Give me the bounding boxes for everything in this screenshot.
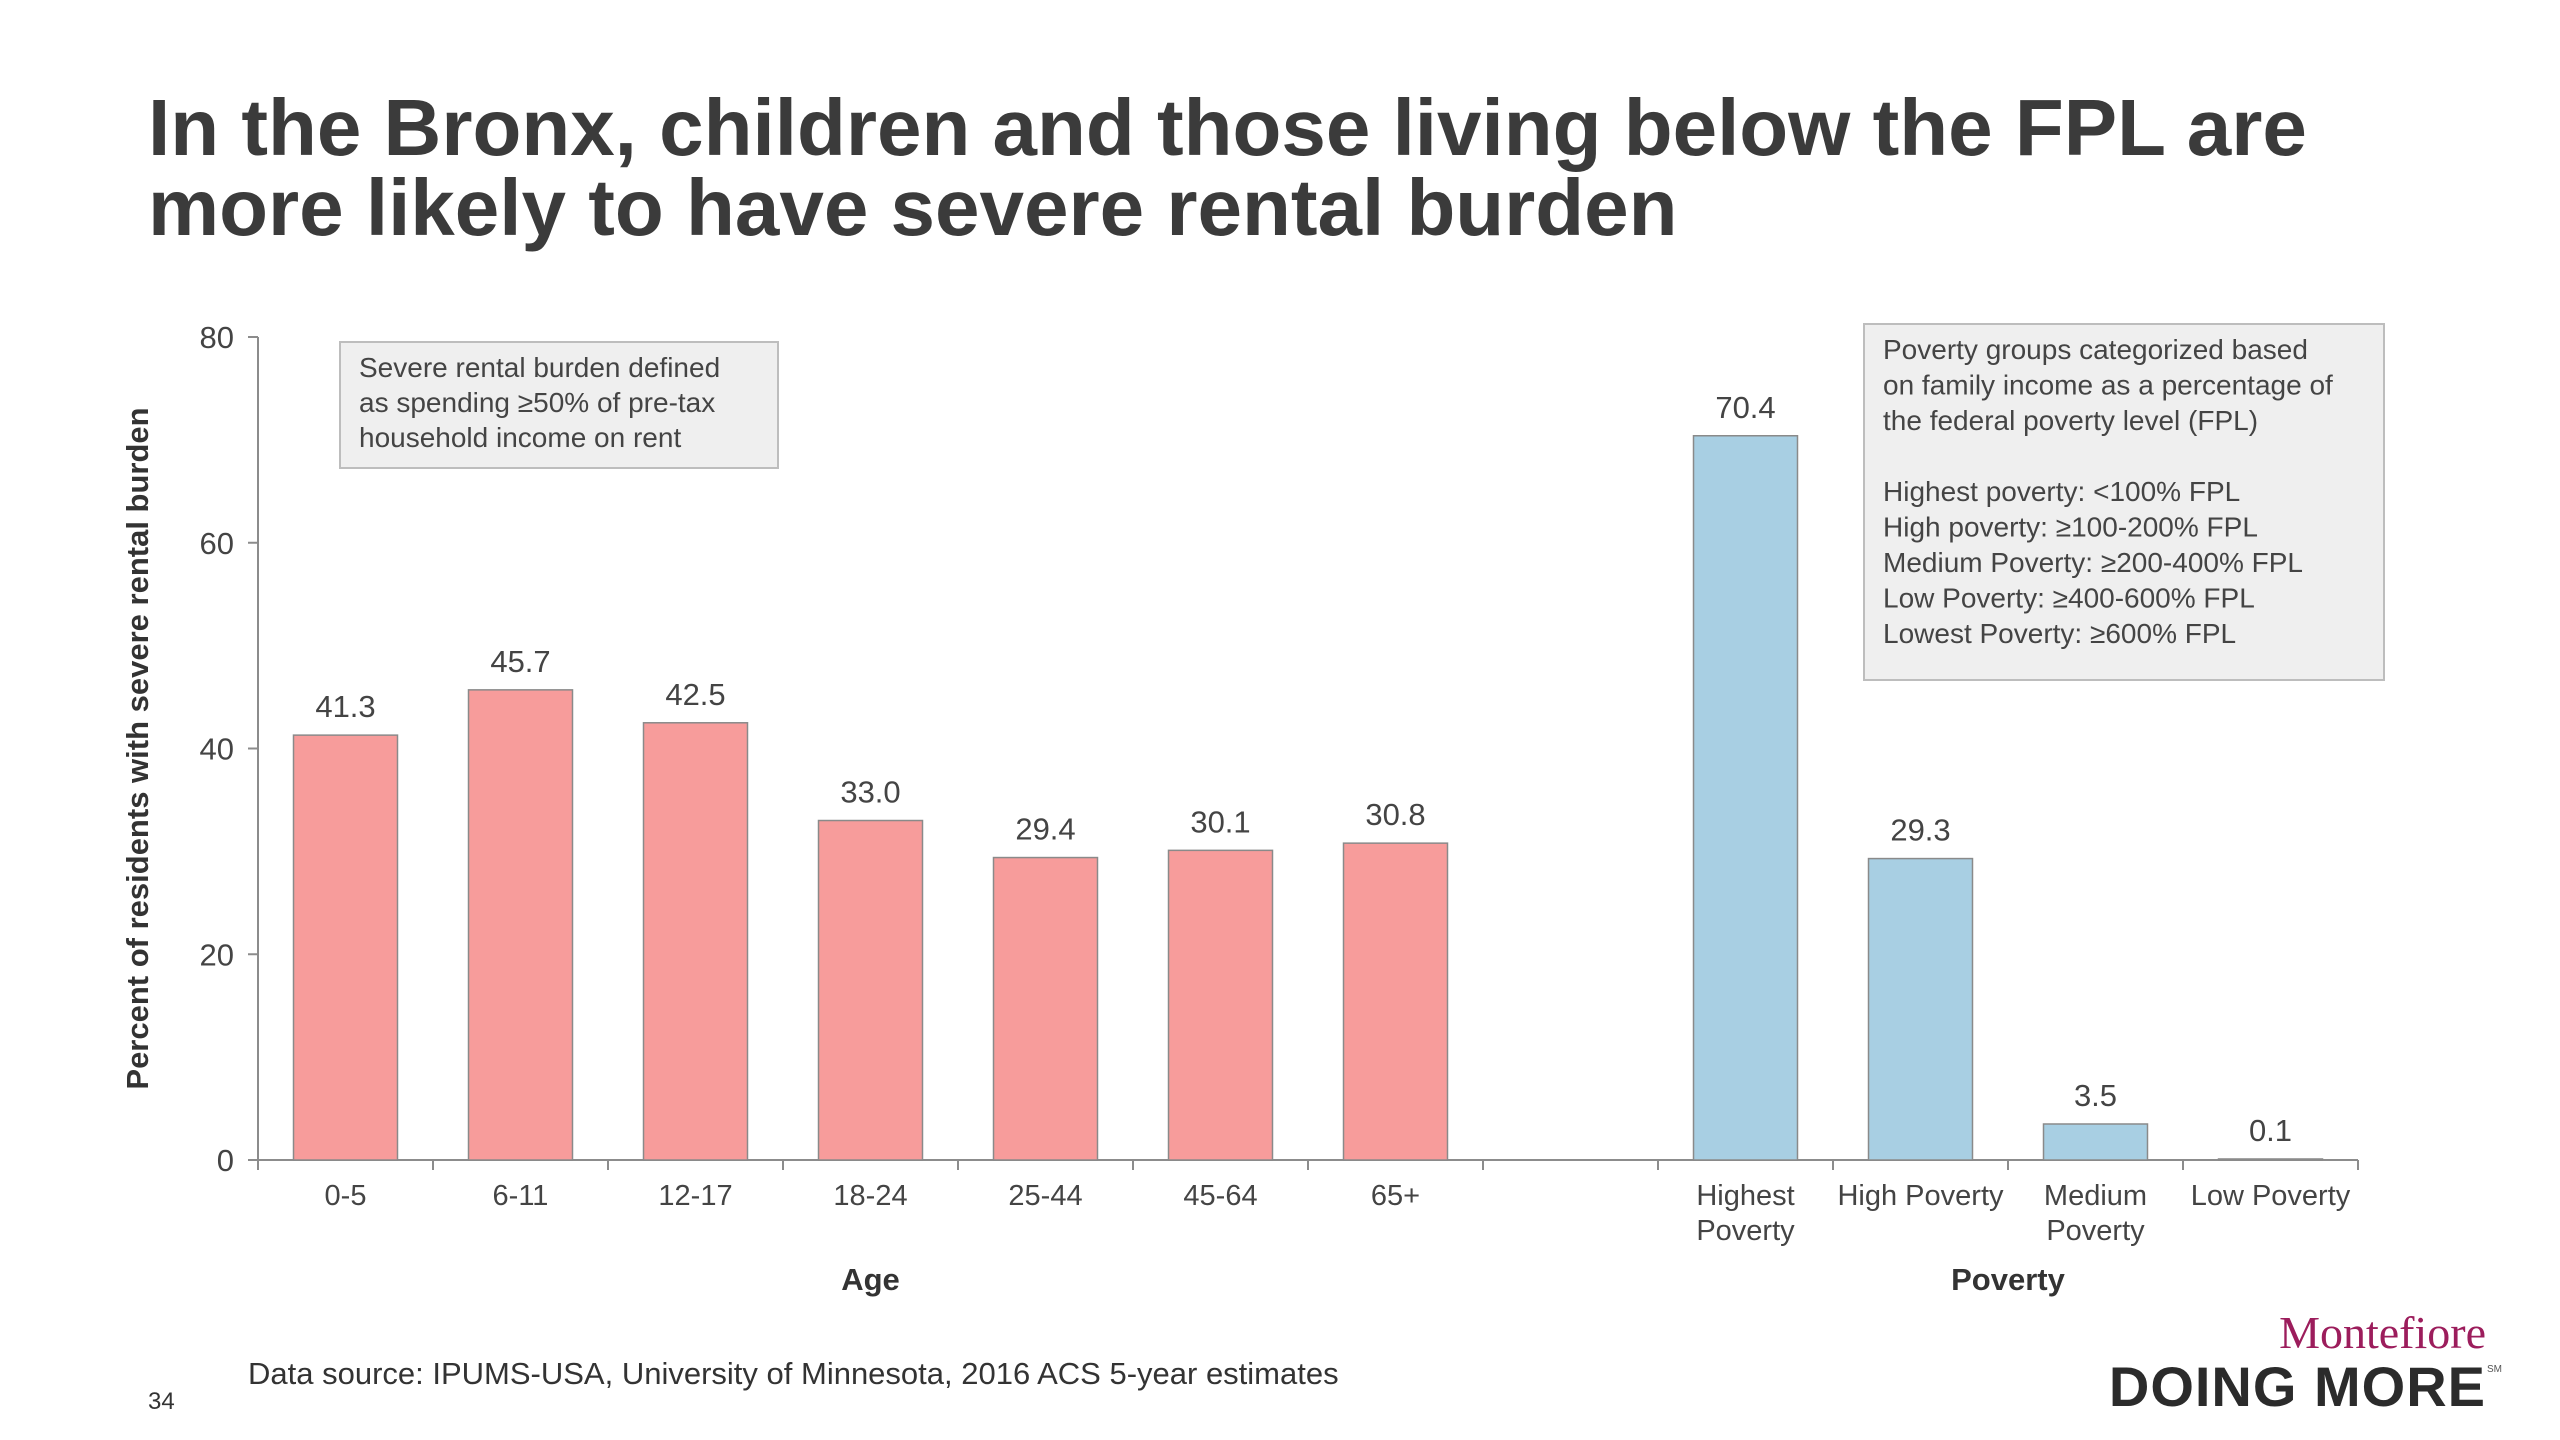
note-text-line: household income on rent bbox=[359, 422, 681, 453]
definition-note-box bbox=[339, 341, 779, 469]
slide-title-line-2: more likely to have severe rental burden bbox=[148, 163, 1678, 252]
bar bbox=[2217, 1158, 2324, 1161]
bar-data-label: 30.8 bbox=[1365, 797, 1425, 832]
x-tick-label: 65+ bbox=[1371, 1180, 1420, 1212]
bar-data-label: 42.5 bbox=[665, 677, 725, 712]
logo-service-mark: SM bbox=[2487, 1364, 2502, 1375]
poverty-groups-note-box bbox=[1863, 323, 2385, 681]
group-axis-title: Age bbox=[841, 1262, 900, 1297]
note-text-line: Lowest Poverty: ≥600% FPL bbox=[1883, 618, 2236, 649]
x-tick-label: 0-5 bbox=[325, 1180, 367, 1212]
x-tick-label: Medium bbox=[2044, 1180, 2147, 1212]
bar bbox=[1692, 435, 1799, 1161]
note-text-line: Poverty groups categorized based bbox=[1883, 334, 2308, 365]
x-tick-label: Poverty bbox=[2046, 1215, 2145, 1247]
y-tick-label: 0 bbox=[217, 1143, 234, 1178]
bar-data-label: 0.1 bbox=[2249, 1113, 2292, 1148]
bar bbox=[1342, 842, 1449, 1161]
x-tick-label: 12-17 bbox=[658, 1180, 732, 1212]
note-text-line: the federal poverty level (FPL) bbox=[1883, 405, 2258, 436]
bar bbox=[992, 856, 1099, 1161]
bar bbox=[1867, 857, 1974, 1161]
bar-data-label: 3.5 bbox=[2074, 1078, 2117, 1113]
y-axis-title: Percent of residents with severe rental … bbox=[120, 407, 155, 1089]
logo-tagline: DOING MORE bbox=[2108, 1355, 2486, 1418]
bar bbox=[467, 689, 574, 1161]
x-tick-label: Poverty bbox=[1696, 1215, 1795, 1247]
x-tick-label: 45-64 bbox=[1183, 1180, 1257, 1212]
bar bbox=[292, 734, 399, 1161]
bar-data-label: 29.4 bbox=[1015, 812, 1075, 847]
logo-wordmark: Montefiore bbox=[2279, 1307, 2486, 1358]
bar-data-label: 70.4 bbox=[1715, 390, 1775, 425]
y-tick-label: 80 bbox=[200, 320, 234, 355]
x-tick-label: Low Poverty bbox=[2191, 1180, 2351, 1212]
note-text-line: Severe rental burden defined bbox=[359, 352, 720, 383]
note-text-line: Medium Poverty: ≥200-400% FPL bbox=[1883, 547, 2303, 578]
bar-data-label: 33.0 bbox=[840, 775, 900, 810]
bar-data-label: 45.7 bbox=[490, 644, 550, 679]
page-number: 34 bbox=[148, 1388, 175, 1415]
bar bbox=[1167, 849, 1274, 1161]
data-source-note: Data source: IPUMS-USA, University of Mi… bbox=[248, 1356, 1339, 1391]
y-tick-label: 40 bbox=[200, 732, 234, 767]
bar-data-label: 29.3 bbox=[1890, 813, 1950, 848]
note-text-line: on family income as a percentage of bbox=[1883, 370, 2333, 401]
x-tick-label: 6-11 bbox=[493, 1180, 549, 1212]
bar bbox=[642, 722, 749, 1161]
note-text-line: Highest poverty: <100% FPL bbox=[1883, 476, 2240, 507]
y-tick-label: 20 bbox=[200, 937, 234, 972]
bar-data-label: 41.3 bbox=[315, 689, 375, 724]
group-axis-title: Poverty bbox=[1951, 1262, 2065, 1297]
slide-title-line-1: In the Bronx, children and those living … bbox=[148, 83, 2307, 172]
bar bbox=[817, 819, 924, 1161]
x-tick-label: 25-44 bbox=[1008, 1180, 1082, 1212]
montefiore-logo: Montefiore DOING MORE SM bbox=[2109, 1308, 2522, 1416]
y-tick-label: 60 bbox=[200, 526, 234, 561]
bar bbox=[2042, 1123, 2149, 1161]
x-tick-label: Highest bbox=[1696, 1180, 1794, 1212]
note-text-line: Low Poverty: ≥400-600% FPL bbox=[1883, 583, 2255, 614]
note-text-line: High poverty: ≥100-200% FPL bbox=[1883, 512, 2258, 543]
bar-data-label: 30.1 bbox=[1190, 804, 1250, 839]
x-tick-label: High Poverty bbox=[1837, 1180, 2004, 1212]
note-text-line: as spending ≥50% of pre-tax bbox=[359, 387, 715, 418]
x-tick-label: 18-24 bbox=[833, 1180, 907, 1212]
slide-title: In the Bronx, children and those living … bbox=[148, 88, 2448, 248]
